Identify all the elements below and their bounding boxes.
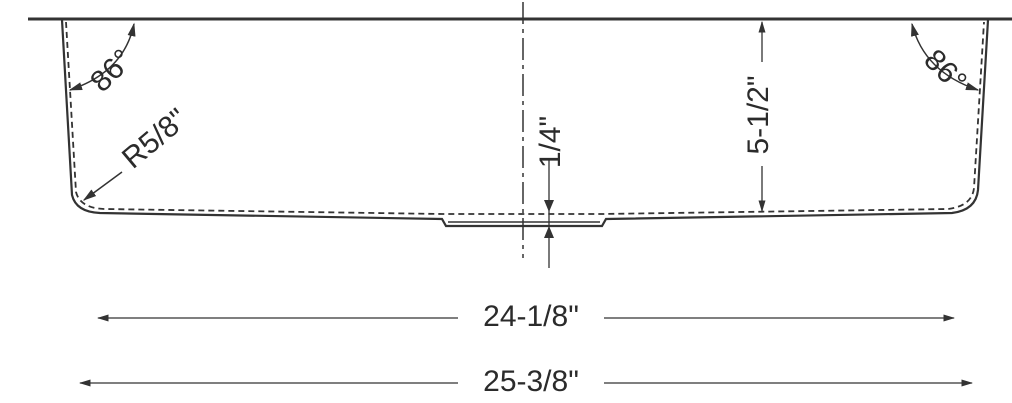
- radius-label: R5/8": [116, 102, 194, 175]
- angle-arc-left: [68, 22, 136, 91]
- angle-arc-right: [911, 22, 980, 91]
- sink-outline-dashed: [65, 21, 985, 215]
- angle-label-left: 86°: [84, 43, 139, 98]
- inner-width-label: 24-1/8": [483, 300, 579, 333]
- drain-depth-arrow-bottom: [544, 226, 554, 238]
- svg-text:86°: 86°: [917, 43, 972, 98]
- radius-leader: [82, 171, 123, 201]
- svg-text:R5/8": R5/8": [116, 102, 194, 175]
- svg-text:1/4": 1/4": [534, 116, 567, 168]
- drain-depth-arrow-top: [544, 200, 554, 212]
- drain-depth-label: 1/4": [534, 116, 567, 168]
- svg-text:5-1/2": 5-1/2": [742, 75, 775, 154]
- svg-text:86°: 86°: [84, 43, 139, 98]
- depth-label: 5-1/2": [742, 75, 775, 154]
- angle-label-right: 86°: [917, 43, 972, 98]
- outer-width-label: 25-3/8": [483, 365, 579, 398]
- sink-outline-solid: [60, 19, 990, 228]
